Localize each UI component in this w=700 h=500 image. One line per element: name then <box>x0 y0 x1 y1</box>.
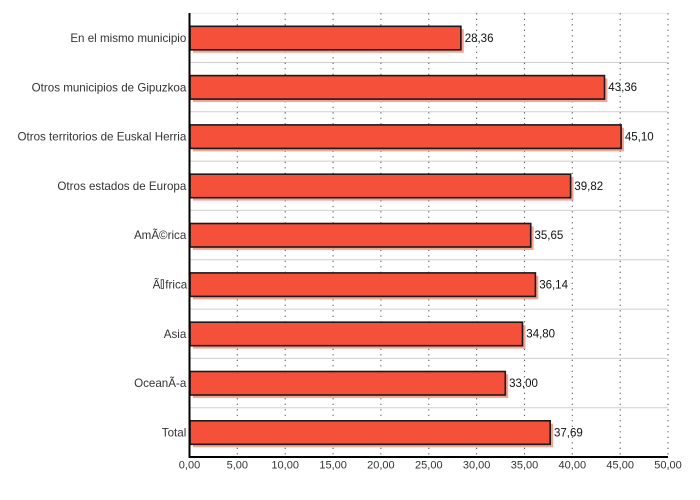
svg-text:45,00: 45,00 <box>606 459 634 471</box>
svg-text:Ã: Ã <box>153 279 161 292</box>
svg-text:OceanÃ-a: OceanÃ-a <box>134 377 187 390</box>
svg-text:En el mismo municipio: En el mismo municipio <box>70 32 186 45</box>
svg-text:Otros estados de Europa: Otros estados de Europa <box>57 180 186 193</box>
svg-text:5,00: 5,00 <box>227 459 248 471</box>
svg-text:43,36: 43,36 <box>608 82 637 94</box>
svg-text:33,00: 33,00 <box>509 378 538 390</box>
svg-text:50,00: 50,00 <box>654 459 682 471</box>
svg-text:Otros municipios de Gipuzkoa: Otros municipios de Gipuzkoa <box>32 81 187 94</box>
svg-text:36,14: 36,14 <box>539 279 568 291</box>
svg-text:35,00: 35,00 <box>511 459 539 471</box>
svg-text:37,69: 37,69 <box>554 427 583 439</box>
svg-text:34,80: 34,80 <box>526 329 555 341</box>
svg-text:0,00: 0,00 <box>179 459 200 471</box>
svg-text:20,00: 20,00 <box>367 459 395 471</box>
svg-text:Total: Total <box>162 426 187 439</box>
svg-text:35,65: 35,65 <box>535 230 564 242</box>
svg-text:frica: frica <box>165 279 187 292</box>
svg-text:40,00: 40,00 <box>559 459 587 471</box>
svg-text:10,00: 10,00 <box>271 459 299 471</box>
svg-text:45,10: 45,10 <box>625 132 654 144</box>
svg-text:Otros territorios de Euskal He: Otros territorios de Euskal Herria <box>17 131 186 144</box>
svg-text:15,00: 15,00 <box>319 459 347 471</box>
svg-text:25,00: 25,00 <box>415 459 443 471</box>
svg-text:Asia: Asia <box>164 328 187 341</box>
svg-text:28,36: 28,36 <box>465 33 494 45</box>
svg-text:30,00: 30,00 <box>463 459 491 471</box>
svg-text:AmÃ©rica: AmÃ©rica <box>134 229 187 242</box>
svg-text:39,82: 39,82 <box>574 181 603 193</box>
